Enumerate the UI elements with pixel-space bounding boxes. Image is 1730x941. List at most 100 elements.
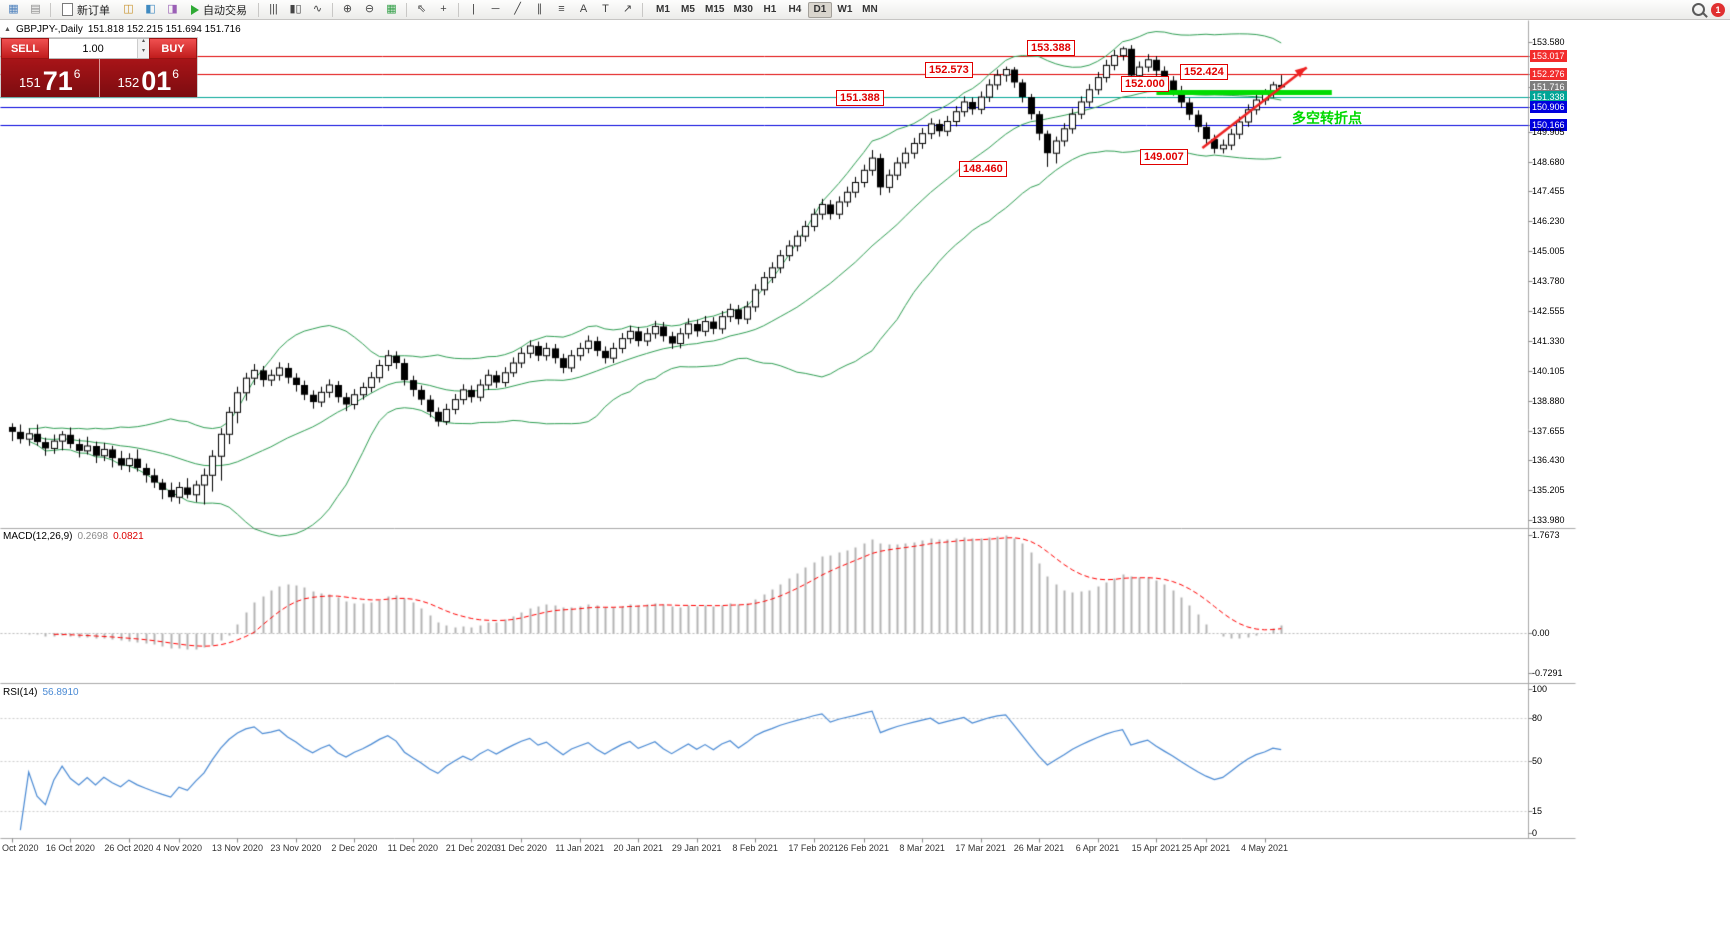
candlestick-mode-icon[interactable]: ▮▯ (289, 3, 302, 15)
price-axis-label: 140.105 (1532, 365, 1565, 376)
time-axis-label: 16 Oct 2020 (45, 843, 95, 853)
rsi-indicator-label: RSI(14) 56.8910 (3, 687, 79, 698)
line-chart-mode-icon[interactable]: ∿ (312, 3, 323, 15)
time-axis-label: 31 Dec 2020 (495, 843, 547, 853)
timeframe-button-M5[interactable]: M5 (676, 2, 700, 18)
buy-price-fraction: 6 (172, 67, 179, 81)
price-annotation[interactable]: 148.460 (959, 161, 1007, 177)
ohlc-values-label: 151.818 152.215 151.694 151.716 (87, 24, 241, 35)
trendline-icon[interactable]: ╱ (514, 3, 521, 15)
zoom-out-icon[interactable]: ⊖ (364, 3, 375, 15)
macd-name: MACD(12,26,9) (3, 531, 73, 542)
tile-windows-icon[interactable]: ▦ (386, 3, 397, 15)
time-axis-label: 6 Apr 2021 (1075, 843, 1120, 853)
price-annotation[interactable]: 149.007 (1140, 149, 1188, 165)
timeframe-group: M1 M5 M15 M30 H1 H4 D1 W1 MN (651, 1, 882, 18)
chart-note-text[interactable]: 多空转折点 (1292, 110, 1362, 126)
price-annotation[interactable]: 152.573 (925, 62, 973, 78)
price-annotation[interactable]: 152.424 (1180, 64, 1228, 80)
rsi-axis-label: 15 (1532, 806, 1543, 817)
price-annotation[interactable]: 151.388 (836, 90, 884, 106)
price-axis-label: 141.330 (1532, 335, 1565, 346)
rsi-name: RSI(14) (3, 687, 38, 698)
price-axis-label: 148.680 (1532, 156, 1565, 167)
price-axis-label: 143.780 (1532, 276, 1565, 287)
time-axis-label: 17 Feb 2021 (788, 843, 839, 853)
timeframe-button-W1[interactable]: W1 (833, 2, 857, 18)
bar-chart-mode-icon[interactable]: ||| (269, 3, 278, 15)
macd-main-value: 0.2698 (77, 531, 109, 542)
timeframe-button-M1[interactable]: M1 (651, 2, 675, 18)
buy-button[interactable]: BUY (149, 38, 197, 59)
time-axis-label: 8 Feb 2021 (732, 843, 778, 853)
toolbar-separator (642, 2, 643, 17)
time-axis-label: 20 Jan 2021 (613, 843, 664, 853)
new-order-button[interactable]: 新订单 (55, 1, 117, 18)
timeframe-button-H4[interactable]: H4 (783, 2, 807, 18)
time-axis-label: 26 Feb 2021 (838, 843, 889, 853)
timeframe-button-M15[interactable]: M15 (701, 2, 728, 18)
price-axis-label: 146.230 (1532, 216, 1565, 227)
time-axis-label: 15 Apr 2021 (1131, 843, 1181, 853)
text-tool-icon[interactable]: A (579, 3, 588, 15)
price-axis-label: 133.980 (1532, 515, 1565, 526)
price-axis-label: 147.455 (1532, 186, 1565, 197)
autotrading-button[interactable]: 自动交易 (184, 1, 254, 18)
timeframe-button-M30[interactable]: M30 (729, 2, 756, 18)
sell-price-fraction: 6 (73, 67, 81, 81)
price-axis-label: 138.880 (1532, 395, 1565, 406)
rsi-axis-label: 80 (1532, 712, 1543, 723)
arrows-tool-icon[interactable]: ↗ (622, 3, 633, 15)
oneclick-collapse-icon[interactable]: ▲ (4, 26, 11, 33)
timeframe-button-D1[interactable]: D1 (807, 1, 832, 18)
market-watch-icon[interactable]: ◫ (123, 3, 134, 15)
price-axis-label: 145.005 (1532, 246, 1565, 257)
one-click-trading-panel: SELL ▴ ▾ BUY 151 71 6 152 01 6 (1, 38, 197, 97)
time-axis-label: 13 Nov 2020 (211, 843, 263, 853)
sell-price-pips: 71 (42, 66, 73, 97)
lot-decrease-button[interactable]: ▾ (138, 48, 149, 58)
time-axis-label: 11 Jan 2021 (555, 843, 605, 853)
toolbar-separator (50, 2, 51, 17)
rsi-axis-label: 100 (1532, 684, 1548, 694)
time-axis-label: 25 Apr 2021 (1181, 843, 1231, 853)
price-axis-label: 151.338 (1530, 90, 1567, 103)
lot-increase-button[interactable]: ▴ (138, 38, 149, 49)
channel-icon[interactable]: ∥ (536, 3, 543, 15)
price-axis-label: 150.166 (1530, 119, 1567, 132)
search-icon[interactable] (1692, 3, 1705, 16)
timeframe-button-MN[interactable]: MN (858, 2, 882, 18)
current-price-label: 151.716 (1530, 81, 1567, 94)
fibonacci-icon[interactable]: ≡ (558, 3, 565, 15)
vertical-line-icon[interactable]: | (472, 3, 475, 15)
price-axis-label: 153.580 (1532, 36, 1565, 47)
lot-size-input[interactable] (49, 39, 138, 58)
timeframe-button-H1[interactable]: H1 (758, 2, 782, 18)
navigator-icon[interactable]: ◨ (167, 3, 178, 15)
label-tool-icon[interactable]: T (602, 3, 609, 15)
sell-button[interactable]: SELL (1, 38, 49, 59)
toolbar-separator (258, 2, 259, 17)
price-annotation[interactable]: 152.000 (1121, 76, 1169, 92)
macd-axis-label: -0.7291 (1532, 668, 1563, 679)
sell-price-display[interactable]: 151 71 6 (1, 59, 100, 97)
buy-price-display[interactable]: 152 01 6 (99, 59, 197, 97)
price-axis-label: 142.555 (1532, 305, 1565, 316)
macd-axis-label: 0.00 (1532, 628, 1550, 638)
horizontal-line-icon[interactable]: ─ (491, 3, 500, 15)
profiles-icon[interactable]: ▤ (30, 3, 41, 15)
notification-badge[interactable]: 1 (1711, 2, 1725, 17)
time-axis-label: 29 Jan 2021 (671, 843, 722, 853)
data-window-icon[interactable]: ◧ (145, 3, 156, 15)
symbol-period-label: GBPJPY-,Daily (15, 24, 83, 35)
cursor-icon[interactable]: ⇖ (416, 3, 427, 15)
new-chart-icon[interactable]: ▦ (8, 3, 19, 15)
crosshair-icon[interactable]: + (440, 3, 447, 15)
zoom-in-icon[interactable]: ⊕ (342, 3, 353, 15)
price-axis-label: 150.906 (1530, 101, 1567, 114)
price-annotation[interactable]: 153.388 (1027, 40, 1075, 56)
toolbar-separator (332, 2, 333, 17)
buy-price-integer: 152 (117, 75, 140, 90)
